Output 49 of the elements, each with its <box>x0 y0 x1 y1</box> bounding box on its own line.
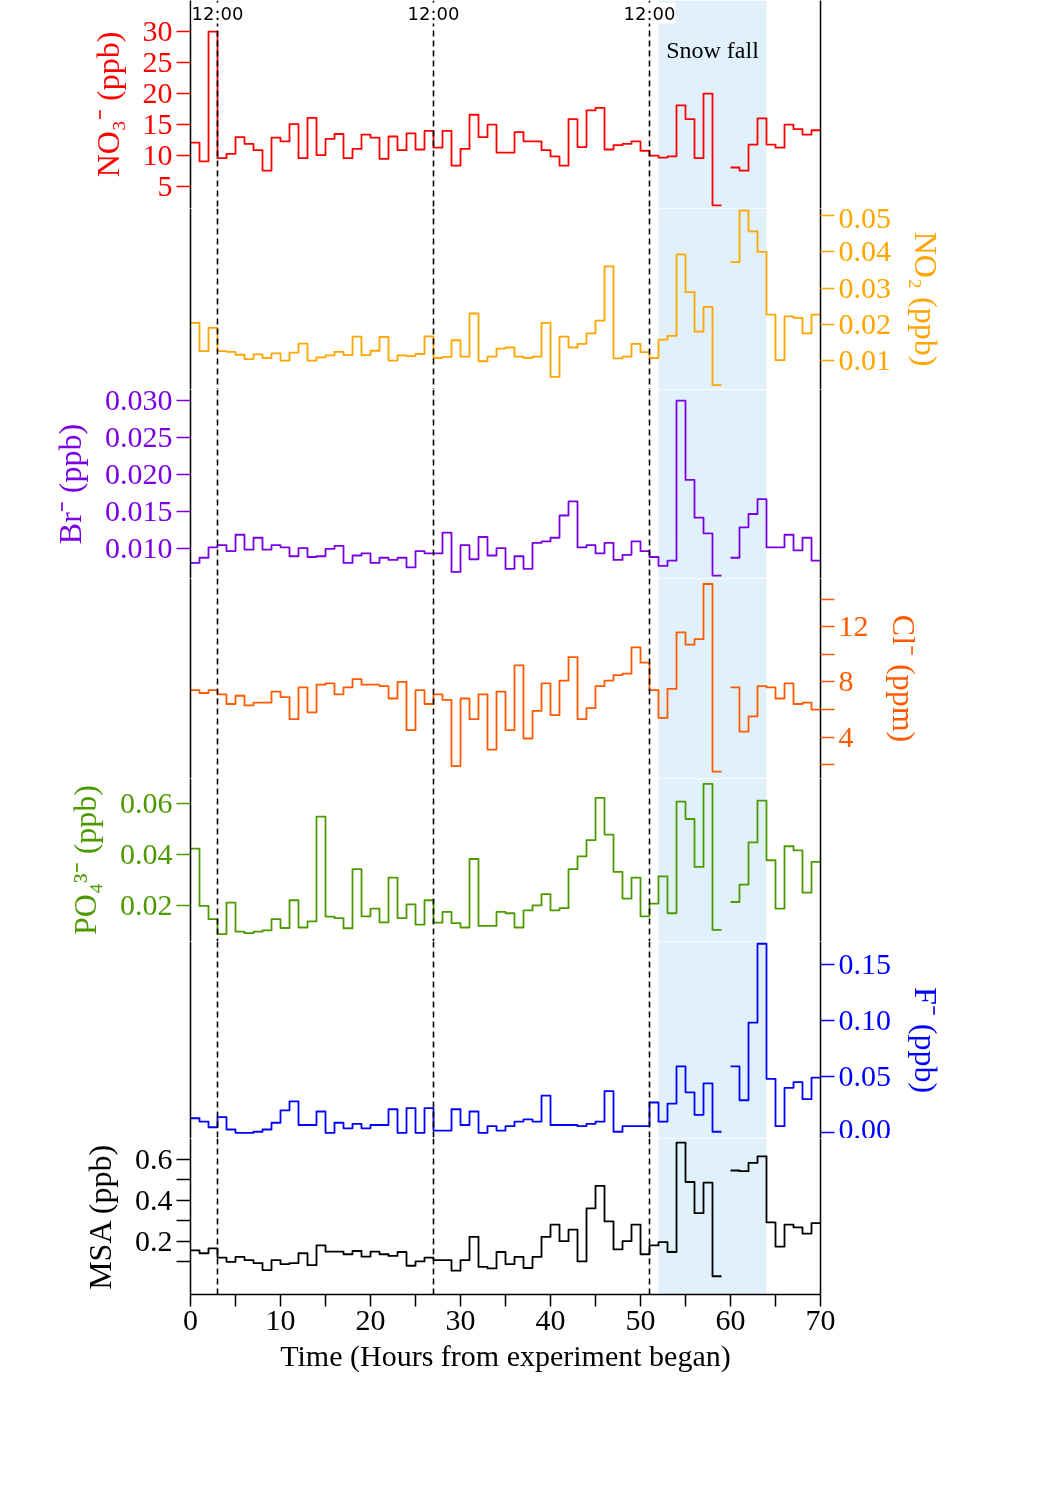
y2-tick-label: 0.02 <box>838 306 891 340</box>
y-tick-label: 0.015 <box>105 494 173 528</box>
x-tick-label: 50 <box>625 1302 656 1336</box>
y-axis-title: NO₃⁻ (ppb) <box>89 31 126 178</box>
y-tick-label: 0.025 <box>105 420 173 454</box>
y-tick-label: 0.6 <box>135 1141 173 1175</box>
y-tick-label: 0.2 <box>135 1223 173 1257</box>
y-axis-title: PO₄³⁻ (ppb) <box>67 785 103 935</box>
x-tick-label: 10 <box>265 1302 296 1336</box>
y2-tick-label: 0.04 <box>838 234 891 268</box>
y2-tick-label: 12 <box>838 609 869 643</box>
y-tick-label: 15 <box>142 107 173 141</box>
y2-tick-label: 8 <box>838 664 854 698</box>
y2-tick-label: 0.10 <box>838 1002 891 1036</box>
x-tick-label: 0 <box>183 1302 198 1336</box>
y-tick-label: 0.010 <box>105 531 173 565</box>
y2-axis-title: F⁻ (ppb) <box>908 986 944 1094</box>
y-tick-label: 0.030 <box>105 383 173 417</box>
x-tick-label: 30 <box>445 1302 476 1336</box>
y2-tick-label: 0.03 <box>838 270 891 304</box>
y2-tick-label: 0.05 <box>838 1059 891 1093</box>
x-tick-label: 40 <box>535 1302 566 1336</box>
y2-tick-label: 4 <box>838 719 854 753</box>
annotation: 12:00 <box>191 2 244 24</box>
annotation: 12:00 <box>623 2 676 24</box>
annotation: 12:00 <box>407 2 460 24</box>
y-tick-label: 30 <box>142 14 173 48</box>
y2-axis-title: Cl⁻ (ppm) <box>885 614 922 743</box>
y-tick-label: 20 <box>142 76 173 110</box>
x-tick-label: 20 <box>355 1302 386 1336</box>
x-tick-label: 70 <box>805 1302 836 1336</box>
y-tick-label: 25 <box>142 45 173 79</box>
x-axis-title: Time (Hours from experiment began) <box>280 1338 731 1373</box>
x-tick-label: 60 <box>715 1302 746 1336</box>
y2-axis-title: NO₂ (ppb) <box>908 231 944 367</box>
y2-tick-label: 0.01 <box>838 343 891 377</box>
y-tick-label: 0.02 <box>120 888 173 922</box>
y-tick-label: 0.06 <box>120 786 173 820</box>
band-label: Snow fall <box>666 36 760 63</box>
y-tick-label: 5 <box>157 169 173 203</box>
y2-tick-label: 0.05 <box>838 200 891 234</box>
y-tick-label: 0.4 <box>135 1182 173 1216</box>
y2-tick-label: 0.15 <box>838 946 891 980</box>
y-tick-label: 0.020 <box>105 457 173 491</box>
y-axis-title: Br⁻ (ppb) <box>52 423 88 545</box>
y2-tick-label: 0.00 <box>838 1111 891 1145</box>
y-axis-title: MSA (ppb) <box>82 1144 118 1290</box>
y-tick-label: 10 <box>142 138 173 172</box>
y-tick-label: 0.04 <box>120 837 173 871</box>
